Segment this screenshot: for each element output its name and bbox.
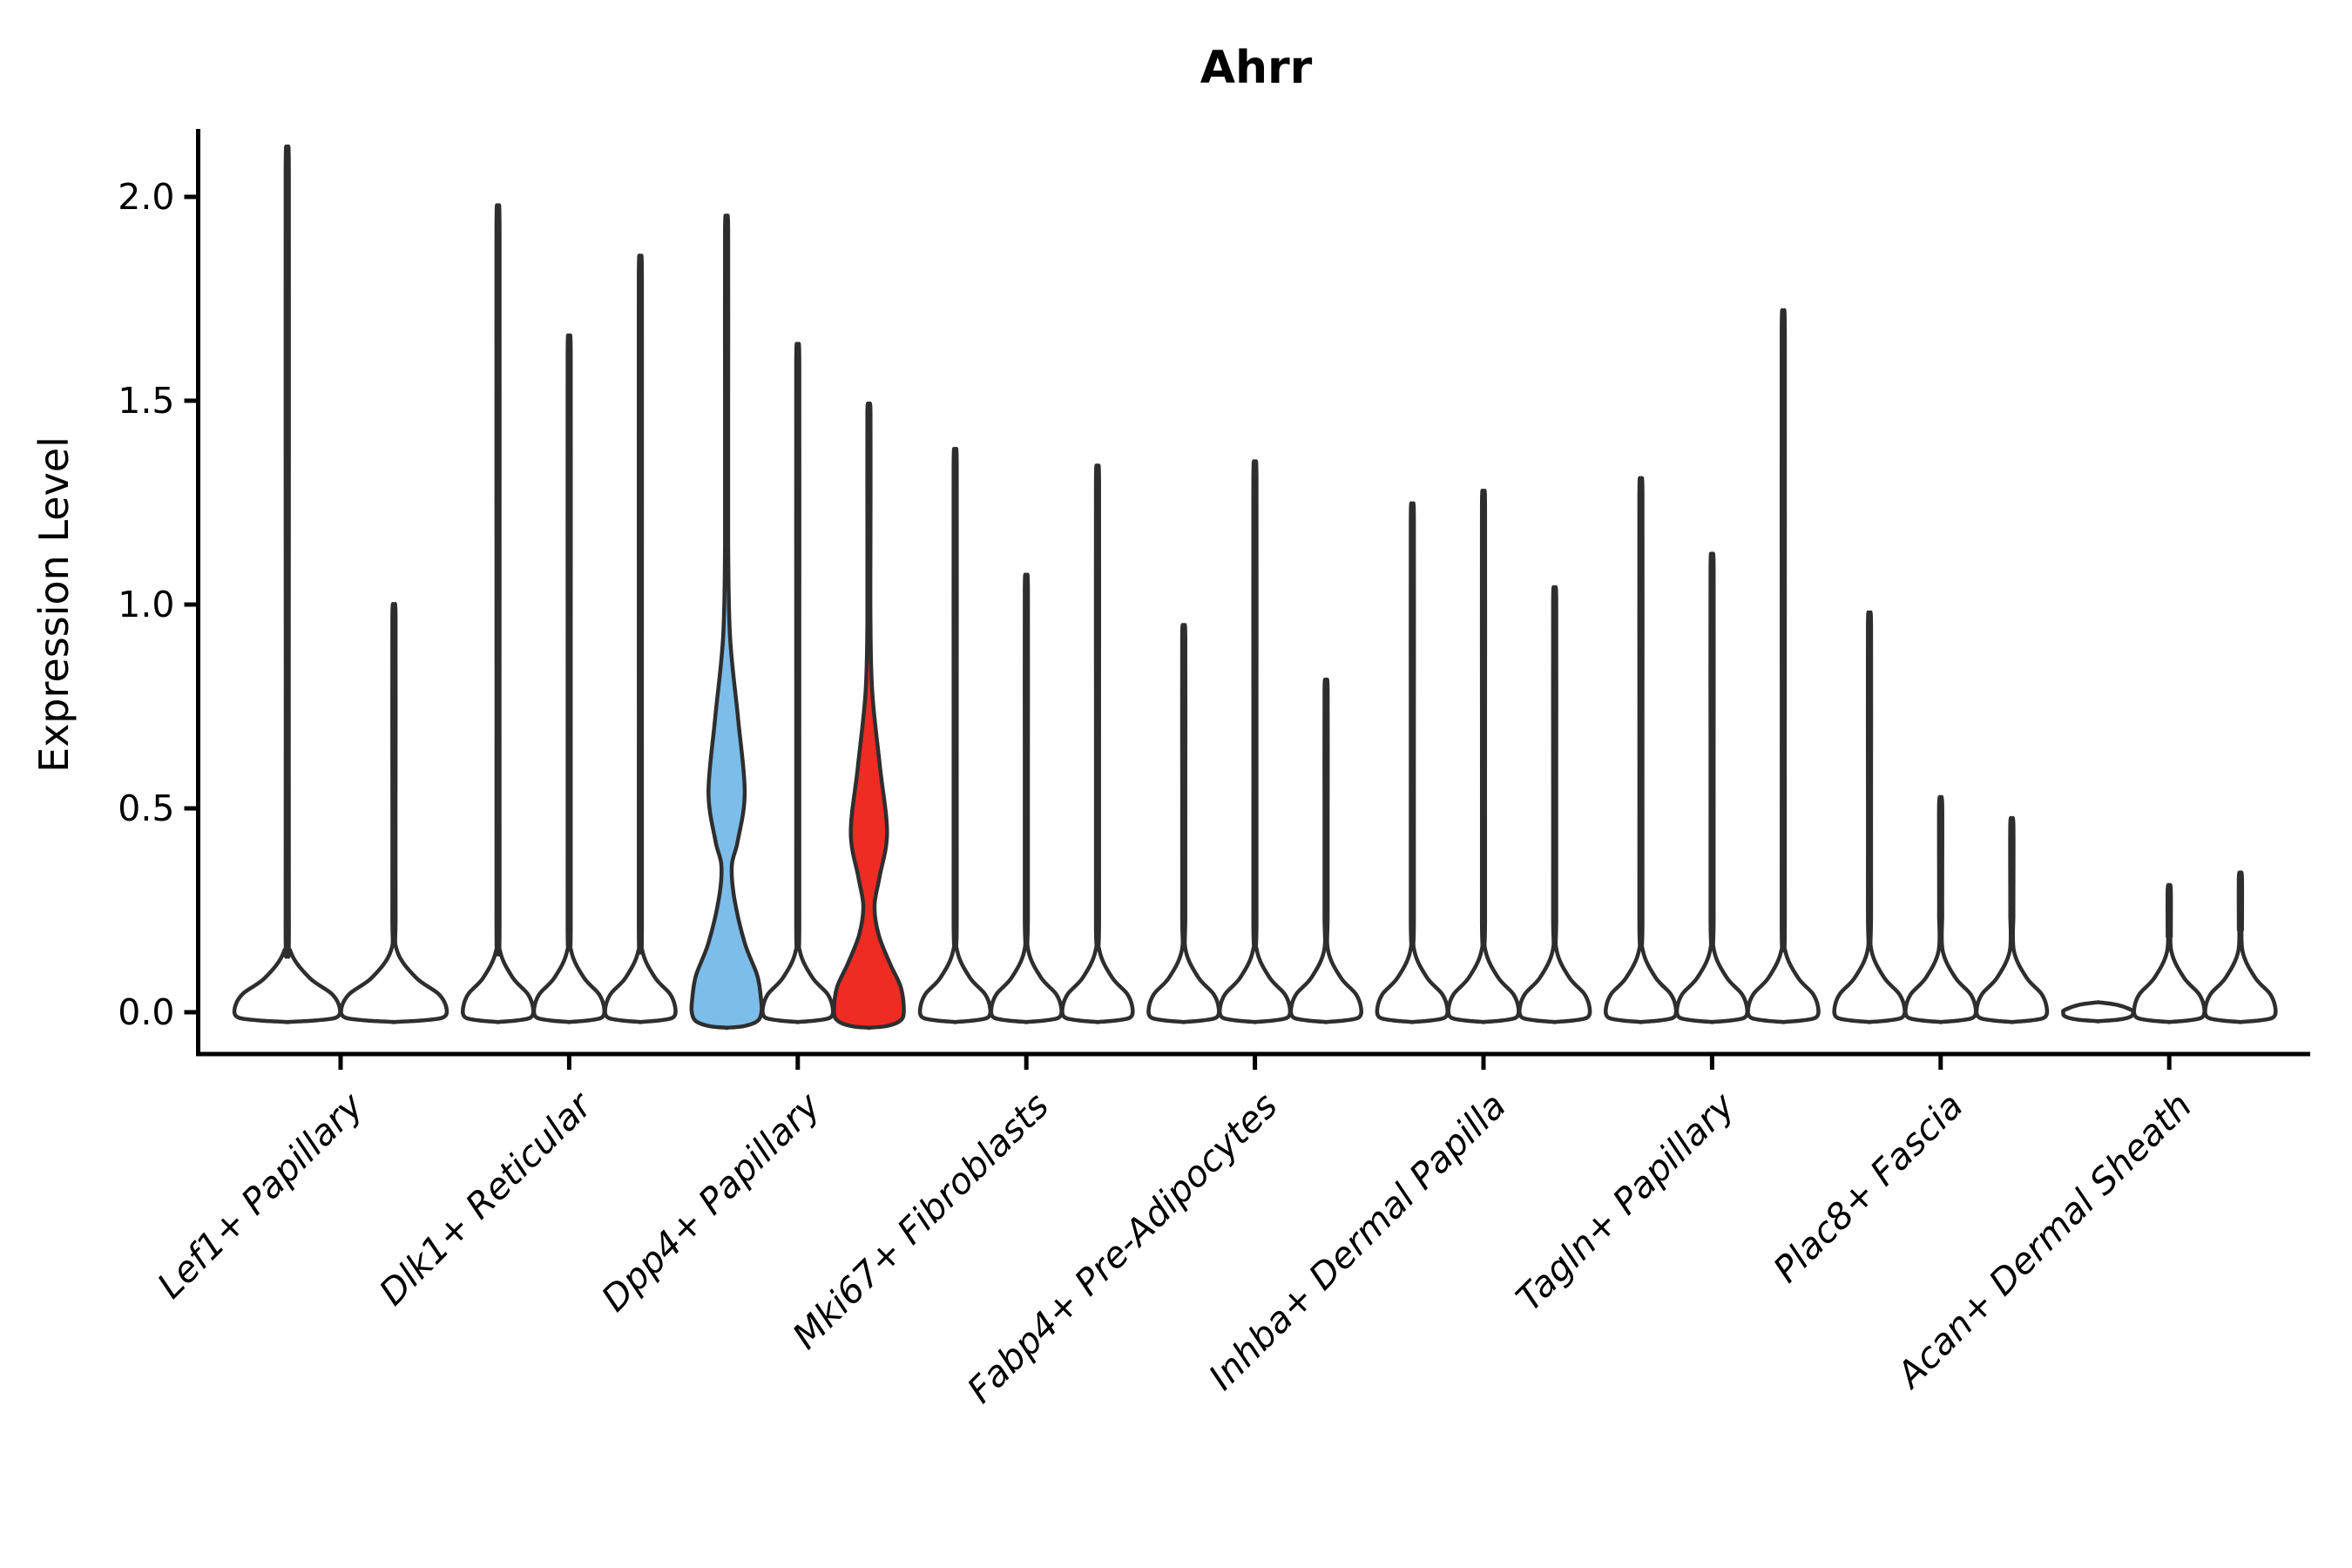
violin [339,602,449,1024]
violin [1674,551,1750,1024]
violin [832,401,906,1031]
violin [2203,870,2278,1024]
violin [1446,489,1521,1024]
violin [1217,459,1293,1024]
axes-layer [184,129,2310,1070]
violin-group [917,447,1135,1024]
x-tick-label: Dlk1+ Reticular [371,1084,601,1314]
violin [1060,463,1135,1024]
violins-layer [232,144,2278,1031]
y-tick-label: 0.0 [118,991,174,1033]
violin-group [2061,870,2278,1024]
y-tick-label: 1.5 [118,380,174,422]
violin [1832,610,1907,1024]
x-tick-label: Lef1+ Papillary [149,1085,371,1307]
violin [460,203,536,1024]
violin [760,341,835,1024]
violin-group [1375,489,1592,1024]
chart-title: Ahrr [1200,42,1313,94]
y-tick-label: 2.0 [118,176,174,218]
violin [1746,308,1821,1024]
violin [1603,476,1679,1024]
x-tick-label: Dpp4+ Papillary [593,1085,828,1320]
violin [1517,585,1592,1024]
violin [1974,815,2050,1024]
violin [689,213,764,1031]
violin [989,572,1064,1024]
tick-labels-layer: 0.0 0.5 1.0 1.5 2.0 Lef1+ Papillary Dlk1+ Reti… [118,176,2200,1411]
violin-group [689,213,906,1031]
violin [1288,677,1364,1024]
violin-group [232,144,449,1024]
violin-group [460,203,678,1024]
violin [2061,1000,2135,1024]
violin [1146,623,1221,1024]
y-axis-label: Expression Level [30,436,78,773]
y-tick-label: 0.5 [118,787,174,829]
y-tick-label: 1.0 [118,584,174,625]
x-tick-label: Plac8+ Fascia [1765,1085,1970,1290]
violin [603,253,678,1024]
violin-group [1603,308,1821,1024]
violin [1903,794,1978,1024]
x-tick-label: Mki67+ Fibroblasts [784,1085,1057,1357]
x-tick-label: Tagln+ Papillary [1508,1085,1743,1320]
violin [531,334,607,1024]
violin [1375,501,1450,1024]
violin-group [1146,459,1364,1024]
violin [2132,882,2207,1024]
violin [917,447,993,1024]
violin [232,144,342,1024]
violin-group [1832,610,2050,1024]
